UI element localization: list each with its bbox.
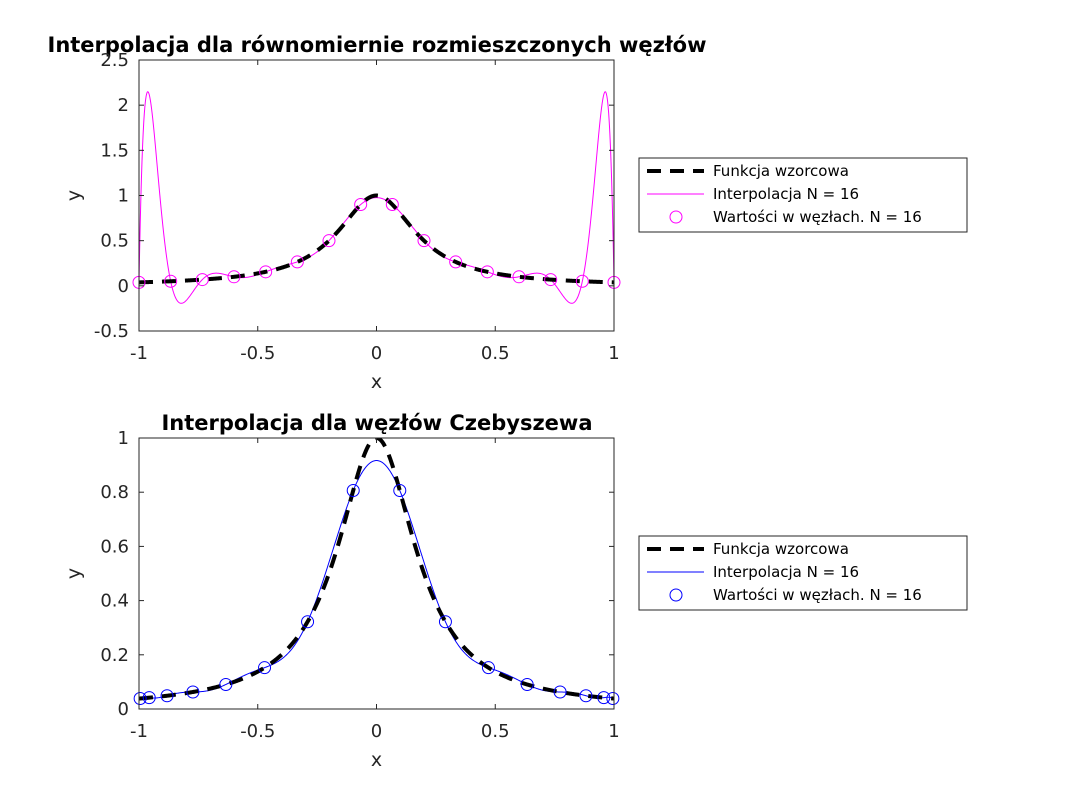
node-marker [449,255,463,269]
y-tick-label: 0 [118,276,129,297]
plot-content [139,438,614,701]
node-marker [301,615,315,629]
y-tick-label: 0.2 [100,645,129,666]
x-tick-label: -0.5 [240,721,275,742]
node-marker [520,678,534,692]
legend: Funkcja wzorcowa Interpolacja N = 16 Warto… [638,157,968,233]
legend: Funkcja wzorcowa Interpolacja N = 16 Warto… [638,535,968,611]
node-marker [512,270,526,284]
x-tick-label: 0 [371,343,382,364]
y-tick-label: 1 [118,428,129,449]
y-axis-label: y [63,190,85,201]
node-marker [164,274,178,288]
node-marker [480,265,494,279]
y-tick-label: 0.4 [100,591,129,612]
plot-content [139,91,614,304]
y-tick-label: 0.6 [100,536,129,557]
node-marker [417,234,431,248]
node-marker [290,255,304,269]
x-tick-label: 0 [371,721,382,742]
node-marker [354,198,368,212]
node-marker [544,273,558,287]
legend-entry-label: Interpolacja N = 16 [713,563,859,581]
node-marker [575,274,589,288]
x-tick-label: 1 [608,721,619,742]
x-tick-label: 0.5 [481,343,510,364]
x-axis-label: x [371,749,382,771]
y-tick-label: 0 [118,699,129,720]
node-marker [597,691,611,705]
x-tick-label: -1 [130,721,148,742]
node-marker [142,691,156,705]
legend-entry-label: Funkcja wzorcowa [713,162,849,180]
legend-entry-label: Funkcja wzorcowa [713,540,849,558]
y-tick-label: 2 [118,95,129,116]
node-marker [133,691,147,705]
node-marker [553,685,567,699]
legend-entry-label: Wartości w węzłach. N = 16 [713,208,922,226]
y-tick-label: -0.5 [94,321,129,342]
node-marker [393,483,407,497]
y-tick-label: 2.5 [100,50,129,71]
legend-entry-label: Interpolacja N = 16 [713,185,859,203]
node-marker [346,483,360,497]
x-tick-label: 1 [608,343,619,364]
x-tick-label: -1 [130,343,148,364]
series-reference-line [139,193,614,285]
chart-1: Interpolacja dla równomiernie rozmieszcz… [48,33,968,393]
node-marker [259,265,273,279]
y-tick-label: 1 [118,186,129,207]
chart-title: Interpolacja dla równomiernie rozmieszcz… [48,33,707,57]
x-axis-label: x [371,371,382,393]
node-marker [219,678,233,692]
series-reference-line [139,438,614,701]
x-tick-label: 0.5 [481,721,510,742]
node-marker [195,273,209,287]
y-tick-label: 0.5 [100,231,129,252]
y-axis-label: y [63,568,85,579]
node-marker [606,691,620,705]
node-marker [579,689,593,703]
series-interpolation-line [139,91,614,304]
y-tick-label: 0.8 [100,482,129,503]
x-tick-label: -0.5 [240,343,275,364]
node-marker [322,234,336,248]
node-marker [438,615,452,629]
node-marker [227,270,241,284]
y-tick-label: 1.5 [100,140,129,161]
legend-swatch-marker [669,210,683,224]
node-marker [385,198,399,212]
node-marker [186,685,200,699]
chart-title: Interpolacja dla węzłów Czebyszewa [161,411,592,435]
legend-entry-label: Wartości w węzłach. N = 16 [713,586,922,604]
plot-area [139,438,614,709]
chart-2: Interpolacja dla węzłów Czebyszewa -1 -0.5… [63,411,968,771]
legend-swatch-marker [669,588,683,602]
node-marker [258,661,272,675]
node-marker [160,689,174,703]
node-marker [481,661,495,675]
